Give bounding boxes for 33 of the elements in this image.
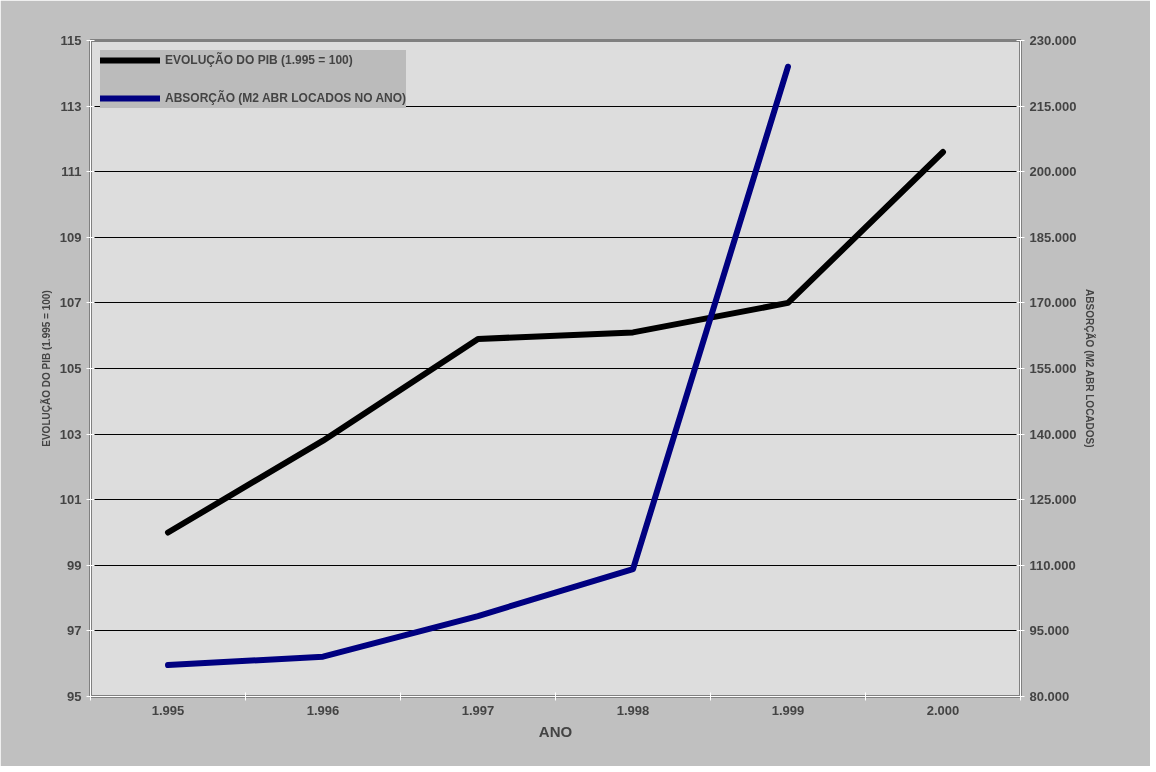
y-axis-title: EVOLUÇÃO DO PIB (1.995 = 100) — [39, 290, 52, 447]
y2-tick-label: 95.000 — [1029, 623, 1070, 639]
y-tick-label: 95 — [67, 689, 82, 704]
x-tick-label: 1.996 — [306, 702, 340, 718]
y-tick-label: 99 — [67, 557, 82, 573]
y2-tick-label: 200.000 — [1029, 164, 1077, 180]
y-tick-label: 111 — [61, 164, 82, 180]
x-tick-label: 1.995 — [151, 702, 185, 718]
y-tick-label: 107 — [59, 295, 82, 311]
y-tick-label: 105 — [59, 361, 82, 376]
x-tick-label: 2.000 — [926, 702, 960, 718]
y2-tick-label: 110.000 — [1029, 557, 1076, 573]
y-tick-label: 97 — [67, 623, 82, 639]
y2-axis-title: ABSORÇÃO (M2 ABR LOCADOS) — [1084, 289, 1097, 448]
y-tick-label: 109 — [59, 229, 82, 245]
y-tick-label: 113 — [60, 98, 82, 114]
y2-tick-label: 140.000 — [1029, 426, 1077, 442]
y-tick-label: 101 — [59, 492, 82, 508]
y2-tick-label: 185.000 — [1029, 229, 1077, 245]
legend-label: EVOLUÇÃO DO PIB (1.995 = 100) — [165, 53, 353, 67]
x-tick-label: 1.998 — [616, 702, 650, 718]
legend-label: ABSORÇÃO (M2 ABR LOCADOS NO ANO) — [165, 91, 407, 105]
x-axis-title: ANO — [538, 722, 573, 740]
y2-tick-label: 170.000 — [1029, 295, 1077, 311]
y-tick-label: 115 — [60, 33, 82, 48]
x-tick-label: 1.997 — [461, 702, 495, 718]
y2-tick-label: 155.000 — [1029, 361, 1077, 376]
y2-tick-label: 125.000 — [1029, 492, 1077, 508]
x-tick-label: 1.999 — [771, 702, 805, 718]
y2-tick-label: 80.000 — [1029, 689, 1070, 704]
y-tick-label: 103 — [59, 426, 82, 442]
y2-tick-label: 215.000 — [1029, 98, 1077, 114]
y2-tick-label: 230.000 — [1029, 33, 1077, 48]
